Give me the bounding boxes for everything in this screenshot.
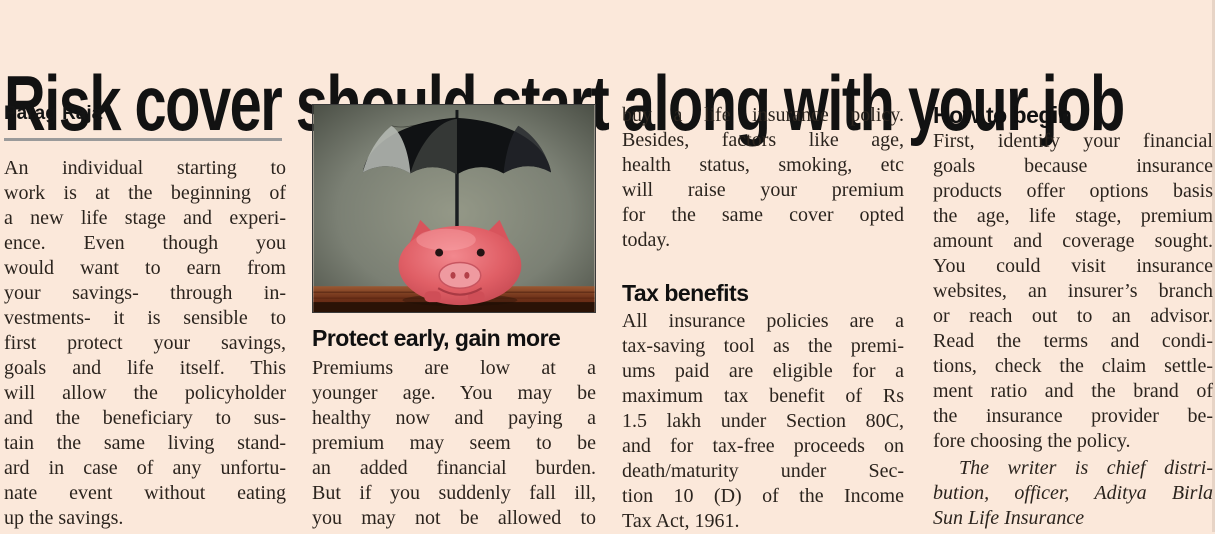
page-edge-shade [1212,0,1215,532]
section-heading-protect-early: Protect early, gain more [312,325,561,351]
text-line: tion 10 (D) of the Income [622,485,904,507]
text-line: a new life stage and experi- [4,207,286,229]
pig-snout [438,261,482,289]
pig-eye-right [476,248,485,257]
text-line: The writer is chief distri- [959,457,1213,479]
text-line: tions, check the claim settle- [933,355,1213,377]
text-line: amount and coverage sought. [933,230,1213,252]
section-heading-how-to-begin: How to begin [933,102,1072,128]
text-line: ums paid are eligible for a [622,360,904,382]
column-1: Parag Raja An individual starting to work… [4,100,286,531]
text-line: ment ratio and the brand of [933,380,1213,402]
text-line: fore choosing the policy. [933,430,1131,452]
text-line: the insurance provider be- [933,405,1213,427]
text-line: premium may seem to be [312,432,596,454]
text-line: Read the terms and condi- [933,330,1213,352]
text-line: websites, an insurer’s branch [933,280,1213,302]
column-4: How to begin First, identify your financ… [933,100,1213,531]
byline-rule [4,138,282,141]
text-line: tain the same living stand- [4,432,286,454]
text-line: the age, life stage, premium [933,205,1213,227]
text-line: nate event without eating [4,482,286,504]
text-line: would want to earn from [4,257,286,279]
text-line: 1.5 lakh under Section 80C, [622,410,904,432]
writer-signature: The writer is chief distri-bution, offic… [933,456,1213,531]
text-line: ence. Even though you [4,232,286,254]
piggy-bank [398,219,522,307]
column-2: Protect early, gain more Premiums are lo… [312,100,596,531]
text-line: you may not be allowed to [312,507,596,529]
pig-leg-right [467,291,485,303]
text-line: health status, smoking, etc [622,154,904,176]
text-line: Tax Act, 1961. [622,510,740,532]
text-line: up the savings. [4,507,124,529]
text-line: and the beneficiary to sus- [4,407,286,429]
text-line: and for tax-free proceeds on [622,435,904,457]
text-line: work is at the beginning of [4,182,286,204]
text-line: today. [622,229,671,251]
intro-paragraph: An individual starting to work is at the … [4,156,286,531]
text-line: goals because insurance [933,155,1213,177]
text-line: But if you suddenly fall ill, [312,482,596,504]
text-line: an added financial burden. [312,457,596,479]
section-heading-tax-benefits: Tax benefits [622,280,749,306]
text-line: younger age. You may be [312,382,596,404]
umbrella-icon [362,117,552,175]
text-line: death/maturity under Sec- [622,460,904,482]
text-line: your savings- through in- [4,282,286,304]
text-line: An individual starting to [4,157,286,179]
text-line: You could visit insurance [933,255,1213,277]
column-3: buy a life insurance policy. Besides, fac… [622,100,904,534]
pig-smile [437,287,483,296]
text-line: goals and life itself. This [4,357,286,379]
text-line: bution, officer, Aditya Birla [933,482,1213,504]
protect-early-paragraph: Premiums are low at a younger age. You ma… [312,356,596,531]
how-to-begin-paragraph: First, identify your financial goals beca… [933,129,1213,454]
text-line: Sun Life Insurance [933,507,1085,529]
text-line: first protect your savings, [4,332,286,354]
pig-highlight [416,228,476,251]
text-line: maximum tax benefit of Rs [622,385,904,407]
text-line: or reach out to an advisor. [933,305,1213,327]
continued-paragraph: buy a life insurance policy. Besides, fac… [622,103,904,253]
text-line: First, identify your financial [933,130,1213,152]
text-line: ard in case of any unfortu- [4,457,286,479]
text-line: healthy now and paying a [312,407,596,429]
piggy-bank-umbrella-photo [312,104,596,313]
text-line: Premiums are low at a [312,357,596,379]
pig-eye-left [435,248,444,257]
text-line: will allow the policyholder [4,382,286,404]
byline: Parag Raja [4,103,103,124]
text-line: All insurance policies are a [622,310,904,332]
text-line: products offer options basis [933,180,1213,202]
text-line: for the same cover opted [622,204,904,226]
text-line: vestments- it is sensible to [4,307,286,329]
tax-benefits-paragraph: All insurance policies are a tax-saving t… [622,309,904,534]
wooden-table [313,286,595,312]
text-line: buy a life insurance policy. [622,104,904,126]
text-line: tax-saving tool as the premi- [622,335,904,357]
pig-leg-left [424,291,442,303]
text-line: Besides, factors like age, [622,129,904,151]
text-line: will raise your premium [622,179,904,201]
